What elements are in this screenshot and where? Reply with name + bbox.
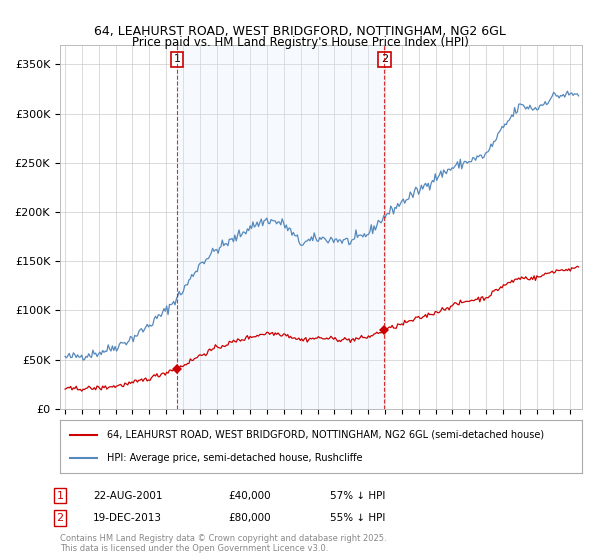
Text: 2: 2 (381, 54, 388, 64)
Text: 1: 1 (56, 491, 64, 501)
Text: 55% ↓ HPI: 55% ↓ HPI (330, 513, 385, 523)
Text: 1: 1 (173, 54, 181, 64)
Text: 64, LEAHURST ROAD, WEST BRIDGFORD, NOTTINGHAM, NG2 6GL (semi-detached house): 64, LEAHURST ROAD, WEST BRIDGFORD, NOTTI… (107, 430, 544, 440)
Text: 22-AUG-2001: 22-AUG-2001 (93, 491, 163, 501)
Text: 2: 2 (56, 513, 64, 523)
Text: 64, LEAHURST ROAD, WEST BRIDGFORD, NOTTINGHAM, NG2 6GL: 64, LEAHURST ROAD, WEST BRIDGFORD, NOTTI… (94, 25, 506, 38)
Text: Contains HM Land Registry data © Crown copyright and database right 2025.
This d: Contains HM Land Registry data © Crown c… (60, 534, 386, 553)
Bar (177, 45, 385, 409)
Text: HPI: Average price, semi-detached house, Rushcliffe: HPI: Average price, semi-detached house,… (107, 453, 362, 463)
Text: 19-DEC-2013: 19-DEC-2013 (93, 513, 162, 523)
Text: £40,000: £40,000 (228, 491, 271, 501)
Text: £80,000: £80,000 (228, 513, 271, 523)
Text: Price paid vs. HM Land Registry's House Price Index (HPI): Price paid vs. HM Land Registry's House … (131, 36, 469, 49)
Text: 57% ↓ HPI: 57% ↓ HPI (330, 491, 385, 501)
